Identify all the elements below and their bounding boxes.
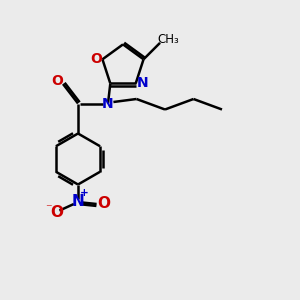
Text: O: O: [52, 74, 64, 88]
Text: N: N: [136, 76, 148, 91]
Text: O: O: [50, 205, 63, 220]
Text: O: O: [90, 52, 102, 66]
Text: CH₃: CH₃: [158, 33, 179, 46]
Text: +: +: [80, 188, 89, 199]
Text: O: O: [98, 196, 111, 211]
Text: ⁻: ⁻: [45, 202, 52, 215]
Text: N: N: [102, 97, 114, 110]
Text: N: N: [72, 194, 84, 208]
